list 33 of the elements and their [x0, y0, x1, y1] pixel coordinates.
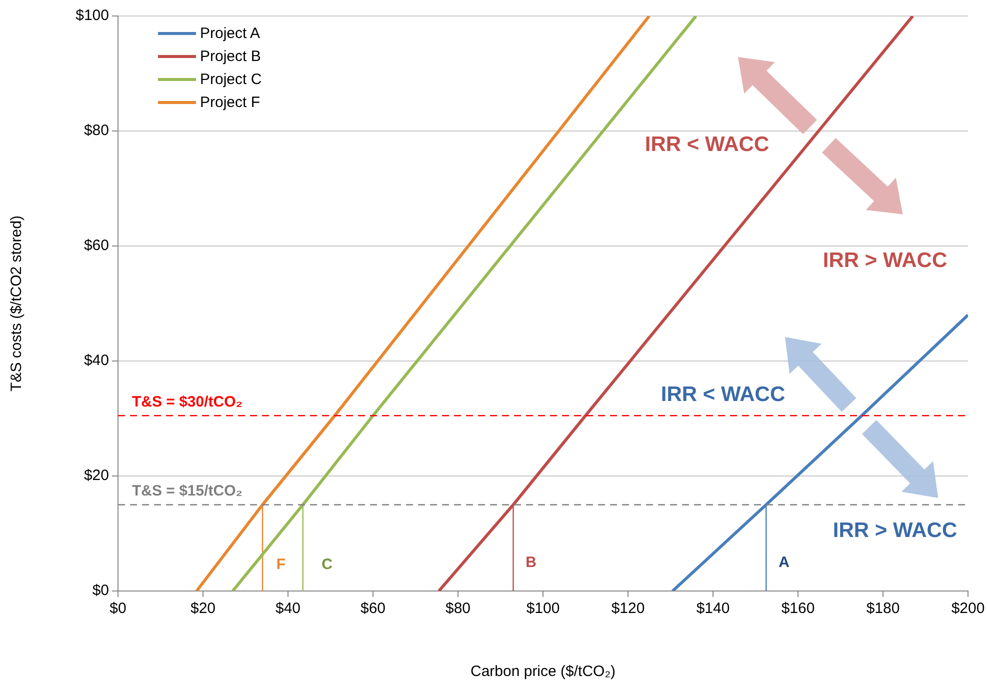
ref-line-label: T&S = $15/tCO₂	[132, 482, 242, 500]
x-axis-title: Carbon price ($/tCO₂)	[470, 663, 616, 680]
x-tick-label: $40	[275, 600, 301, 618]
y-axis-title: T&S costs ($/tCO2 stored)	[8, 216, 26, 392]
x-tick-label: $20	[190, 600, 216, 618]
x-tick-label: $60	[360, 600, 386, 618]
y-tick-label: $0	[92, 582, 109, 600]
legend-label: Project C	[200, 71, 262, 88]
x-tick-label: $0	[110, 600, 126, 618]
annotation: F	[276, 556, 286, 574]
y-tick-label: $100	[76, 7, 109, 24]
y-tick-label: $20	[84, 467, 109, 484]
annotation: A	[778, 554, 790, 572]
y-tick-label: $40	[84, 352, 109, 370]
annotation: C	[322, 556, 333, 574]
annotation: IRR > WACC	[832, 518, 958, 542]
y-tick-label: $80	[84, 122, 109, 140]
x-tick-label: $120	[611, 600, 645, 618]
x-tick-label: $160	[781, 600, 815, 618]
annotation: IRR > WACC	[822, 248, 948, 272]
legend-label: Project B	[200, 48, 261, 65]
x-tick-label: $140	[696, 600, 730, 618]
x-tick-label: $180	[866, 600, 900, 618]
annotation: B	[526, 554, 537, 572]
x-tick-label: $200	[951, 600, 985, 618]
annotation: IRR < WACC	[660, 382, 786, 406]
legend-label: Project A	[200, 25, 260, 42]
legend-label: Project F	[200, 94, 260, 111]
x-tick-label: $80	[445, 600, 471, 618]
y-tick-label: $60	[84, 237, 109, 254]
annotation: IRR < WACC	[644, 132, 770, 156]
x-tick-label: $100	[526, 600, 560, 618]
ref-line-label: T&S = $30/tCO₂	[132, 393, 242, 410]
